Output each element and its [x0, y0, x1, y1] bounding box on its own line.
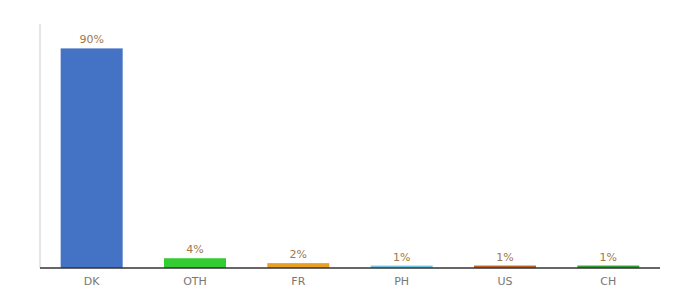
- x-tick-label: CH: [600, 275, 616, 288]
- chart: 90% 4% 2% 1% 1% 1% DK OTH FR PH US CH: [0, 0, 680, 300]
- data-label: 1%: [600, 251, 617, 264]
- data-label: 1%: [496, 251, 513, 264]
- x-tick-label: PH: [394, 275, 409, 288]
- x-tick-label: FR: [291, 275, 305, 288]
- bars: [61, 48, 640, 268]
- data-label: 1%: [393, 251, 410, 264]
- chart-container: 90% 4% 2% 1% 1% 1% DK OTH FR PH US CH: [0, 0, 680, 300]
- x-tick-label: DK: [84, 275, 100, 288]
- x-tick-label: US: [497, 275, 512, 288]
- bar: [61, 48, 123, 268]
- x-axis-line: [40, 267, 660, 269]
- data-label: 2%: [290, 248, 307, 261]
- data-label: 4%: [186, 243, 203, 256]
- bar: [164, 258, 226, 268]
- x-tick-label: OTH: [183, 275, 207, 288]
- y-axis-line: [40, 24, 41, 268]
- data-label: 90%: [79, 33, 103, 46]
